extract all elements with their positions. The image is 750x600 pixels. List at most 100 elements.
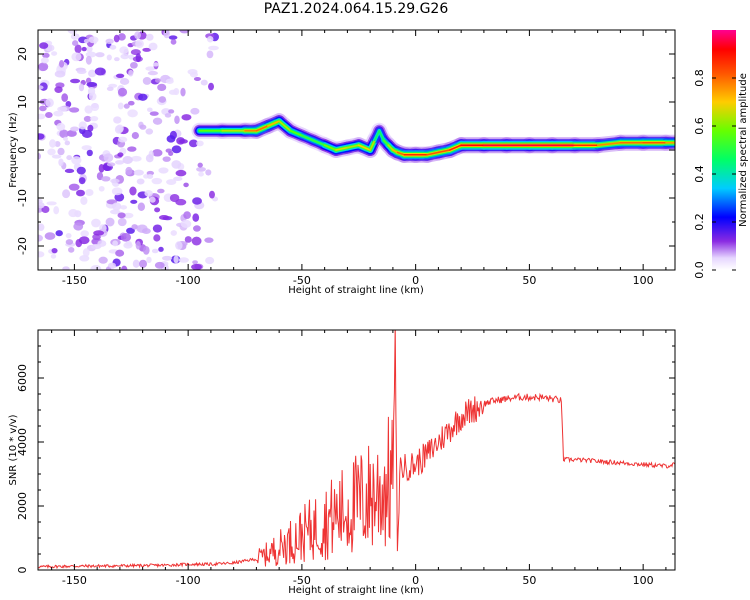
spectrogram-ridge-segment	[278, 120, 292, 132]
spectrogram-noise-speck	[149, 196, 156, 203]
spectrogram-xtick-label: -150	[62, 274, 87, 287]
spectrogram-noise-speck	[173, 88, 180, 96]
spectrogram-noise-speck	[146, 174, 154, 179]
spectrogram-noise-speck	[122, 156, 133, 164]
spectrogram-noise-speck	[69, 107, 80, 113]
spectrogram-noise-speck	[171, 160, 182, 169]
colorbar-label: Normalized spectral amplitude	[738, 73, 749, 227]
spectrogram-noise-speck	[197, 162, 203, 168]
spectrogram-noise-speck	[71, 156, 82, 165]
spectrogram-noise-speck	[165, 78, 174, 84]
spectrogram-noise-speck	[191, 236, 202, 246]
spectrogram-noise-speck	[127, 109, 138, 118]
spectrogram-noise-speck	[168, 35, 178, 40]
spectrogram-noise-speck	[38, 223, 45, 231]
spectrogram-ytick-label: 20	[16, 47, 29, 61]
snr-xtick-label: -100	[176, 574, 201, 587]
snr-x-label: Height of straight line (km)	[288, 585, 424, 596]
spectrogram-noise-speck	[145, 66, 156, 71]
spectrogram-noise-speck	[61, 93, 69, 102]
spectrogram-ridge-segment	[373, 130, 380, 142]
spectrogram-noise-speck	[112, 240, 119, 247]
spectrogram-noise-speck	[132, 259, 140, 268]
colorbar-gradient	[712, 30, 736, 270]
spectrogram-noise-speck	[154, 261, 165, 269]
spectrogram-noise-speck	[133, 169, 144, 176]
spectrogram-noise-speck	[66, 155, 73, 161]
spectrogram-noise-speck	[192, 213, 200, 222]
spectrogram-noise-speck	[57, 147, 65, 156]
spectrogram-y-label: Frequency (Hz)	[8, 112, 19, 188]
spectrogram-noise-speck	[78, 236, 90, 245]
snr-y-label: SNR (10 * v/v)	[8, 414, 19, 485]
spectrogram-noise-speck	[101, 176, 111, 182]
spectrogram-ridge	[191, 113, 675, 163]
spectrogram-noise-speck	[166, 179, 177, 185]
spectrogram-noise-speck	[129, 186, 137, 196]
spectrogram-noise-speck	[135, 39, 144, 49]
spectrogram-noise-speck	[127, 100, 135, 106]
spectrogram-ridge-segment	[437, 149, 451, 154]
spectrogram-noise-speck	[146, 256, 152, 264]
spectrogram-noise-speck	[134, 31, 141, 40]
spectrogram-noise-speck	[38, 62, 49, 71]
spectrogram-noise-speck	[38, 251, 45, 258]
snr-xtick-label: 100	[633, 574, 654, 587]
spectrogram-noise-speck	[74, 44, 82, 54]
spectrogram-noise-speck	[154, 78, 161, 83]
spectrogram-noise-speck	[50, 254, 57, 259]
spectrogram-ridge-segment	[383, 139, 390, 146]
spectrogram-noise-speck	[45, 111, 53, 119]
spectrogram-noise-speck	[120, 53, 130, 60]
spectrogram-noise-speck	[151, 149, 163, 157]
spectrogram-noise-speck	[66, 130, 77, 137]
spectrogram-noise-speck	[205, 256, 215, 265]
spectrogram-noise-speck	[145, 154, 154, 163]
spectrogram-noise-speck	[170, 39, 177, 45]
snr-y-ticks: 0 2000 4000 6000	[16, 329, 675, 574]
spectrogram-noise-speck	[125, 166, 133, 176]
spectrogram-noise-speck	[82, 248, 90, 257]
spectrogram-ridge-segment	[396, 151, 406, 156]
spectrogram-noise-speck	[109, 44, 117, 50]
spectrogram-noise-speck	[68, 209, 79, 218]
spectrogram-noise-speck	[47, 148, 56, 156]
spectrogram-noise-speck	[90, 116, 99, 122]
spectrogram-noise-speck	[51, 51, 58, 56]
spectrogram-noise-speck	[38, 113, 46, 120]
spectrogram-noise-speck	[119, 78, 130, 85]
spectrogram-noise-speck	[115, 249, 125, 257]
spectrogram-noise-speck	[144, 190, 153, 197]
spectrogram-noise-speck	[119, 46, 129, 54]
spectrogram-noise-speck	[130, 61, 138, 69]
spectrogram-noise-speck	[111, 187, 123, 196]
spectrogram-noise-speck	[105, 217, 115, 227]
spectrogram-noise-speck	[85, 55, 92, 65]
spectrogram-xtick-label: -50	[293, 274, 311, 287]
spectrogram-noise-speck	[142, 47, 152, 52]
spectrogram-noise-speck	[149, 111, 159, 116]
spectrogram-noise-speck	[166, 135, 176, 143]
spectrogram-noise-speck	[97, 240, 107, 247]
spectrogram-noise-speck	[192, 260, 198, 265]
spectrogram-noise-speck	[65, 232, 72, 239]
spectrogram-noise-speck	[183, 211, 191, 219]
spectrogram-noise-speck	[88, 36, 99, 44]
spectrogram-noise-speck	[79, 255, 90, 262]
spectrogram-noise-speck	[57, 106, 68, 112]
colorbar-tick-label: 0.8	[693, 69, 706, 87]
colorbar-tick-label: 0.2	[693, 213, 706, 231]
spectrogram-noise-speck	[187, 68, 198, 75]
spectrogram-noise-speck	[158, 167, 169, 174]
spectrogram-ridge-segment	[426, 151, 440, 156]
spectrogram-noise-speck	[181, 114, 192, 121]
spectrogram-noise-speck	[179, 30, 190, 34]
spectrogram-ridge-segment	[323, 144, 337, 151]
spectrogram-ridge-segment	[267, 120, 280, 127]
spectrogram-noise-speck	[90, 264, 102, 270]
spectrogram-noise-speck	[59, 129, 69, 139]
spectrogram-noise-speck	[59, 59, 65, 68]
spectrogram-noise-speck	[54, 140, 61, 147]
spectrogram-noise-speck	[147, 70, 158, 76]
spectrogram-noise-speck	[68, 183, 80, 191]
